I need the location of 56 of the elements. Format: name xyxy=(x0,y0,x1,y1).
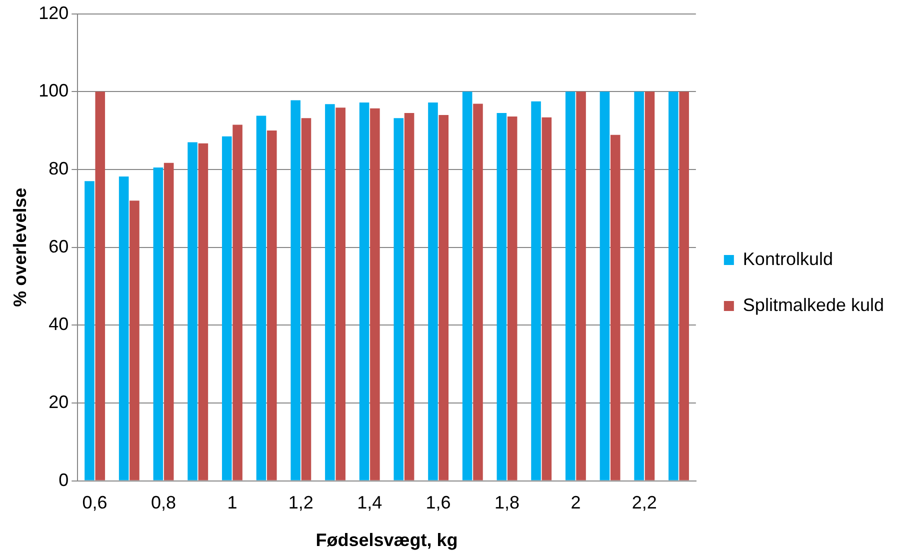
bar xyxy=(600,92,610,480)
bar xyxy=(496,113,507,480)
y-tick-label: 80 xyxy=(48,158,69,178)
y-tick-label: 0 xyxy=(58,470,69,490)
bar xyxy=(370,108,380,480)
bar xyxy=(266,130,277,480)
bar xyxy=(438,114,449,480)
bar xyxy=(644,92,655,480)
bar xyxy=(404,113,414,480)
x-tick-label: 2,2 xyxy=(632,492,657,513)
bar xyxy=(462,92,472,480)
bar xyxy=(473,104,483,480)
legend-label: Splitmalkede kuld xyxy=(742,294,884,315)
x-tick-label: 0,8 xyxy=(150,492,176,513)
x-axis-title: Fødselsvægt, kg xyxy=(316,530,458,550)
bar xyxy=(153,168,164,480)
x-tick-label: 1,8 xyxy=(494,492,520,513)
bar xyxy=(576,92,586,480)
bar xyxy=(256,116,266,480)
bar xyxy=(610,134,620,480)
bar xyxy=(95,92,106,480)
bar xyxy=(679,92,689,480)
bar xyxy=(428,102,438,480)
y-tick-label: 20 xyxy=(48,392,69,412)
bar xyxy=(130,200,140,480)
bar xyxy=(634,92,644,480)
bar xyxy=(531,101,541,480)
y-tick-label: 120 xyxy=(38,2,69,23)
x-tick-label: 0,6 xyxy=(82,492,108,513)
bar xyxy=(394,118,404,480)
x-tick-label: 1 xyxy=(227,492,238,513)
bar xyxy=(84,181,94,480)
x-tick-label: 1,2 xyxy=(288,492,314,513)
bar xyxy=(232,124,242,480)
bar xyxy=(336,108,346,480)
x-tick-label: 1,4 xyxy=(357,492,382,513)
y-tick-label: 100 xyxy=(38,80,69,101)
y-tick-label: 40 xyxy=(48,314,69,334)
x-tick-label: 2 xyxy=(570,492,581,513)
bar xyxy=(668,92,678,480)
bar xyxy=(359,102,370,480)
bar xyxy=(507,116,518,480)
bar xyxy=(301,118,312,480)
x-tick-label: 1,6 xyxy=(426,492,451,513)
bar xyxy=(290,100,300,480)
bar xyxy=(565,92,576,480)
bar xyxy=(164,162,174,480)
bar xyxy=(542,117,552,480)
bar xyxy=(325,104,335,480)
bar xyxy=(118,176,129,480)
bar xyxy=(198,143,208,480)
bar xyxy=(188,142,198,480)
y-tick-label: 60 xyxy=(48,236,69,256)
y-axis-title: % overlevelse xyxy=(10,188,30,307)
legend-label: Kontrolkuld xyxy=(742,248,833,269)
bar xyxy=(222,136,232,480)
